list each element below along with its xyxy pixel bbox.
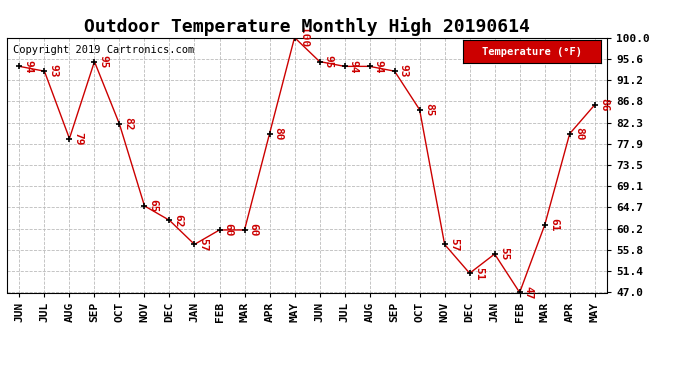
Text: 60: 60 (224, 223, 234, 237)
Text: 80: 80 (274, 127, 284, 141)
Text: 57: 57 (448, 238, 459, 251)
Text: 85: 85 (424, 103, 434, 116)
Title: Outdoor Temperature Monthly High 20190614: Outdoor Temperature Monthly High 2019061… (84, 17, 530, 36)
Text: 94: 94 (23, 60, 34, 73)
Text: 80: 80 (574, 127, 584, 141)
Text: 61: 61 (549, 218, 559, 232)
Text: 95: 95 (99, 55, 108, 68)
Text: 94: 94 (374, 60, 384, 73)
Text: 62: 62 (174, 214, 184, 227)
Text: 94: 94 (348, 60, 359, 73)
Text: 93: 93 (48, 64, 59, 78)
Text: 79: 79 (74, 132, 83, 145)
Text: 51: 51 (474, 267, 484, 280)
Text: 57: 57 (199, 238, 208, 251)
Text: 65: 65 (148, 199, 159, 213)
Text: 86: 86 (599, 98, 609, 112)
Text: 55: 55 (499, 247, 509, 261)
Text: 82: 82 (124, 117, 134, 131)
Text: 47: 47 (524, 286, 534, 299)
Text: 95: 95 (324, 55, 334, 68)
Text: 100: 100 (299, 27, 308, 48)
Text: Copyright 2019 Cartronics.com: Copyright 2019 Cartronics.com (13, 45, 194, 55)
Text: 60: 60 (248, 223, 259, 237)
Text: 93: 93 (399, 64, 408, 78)
